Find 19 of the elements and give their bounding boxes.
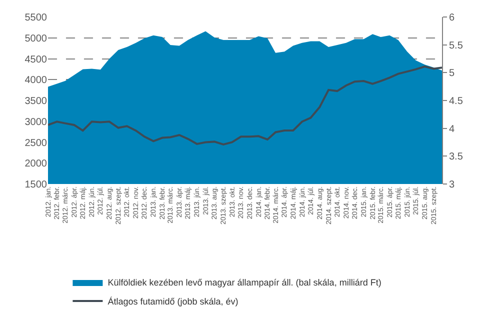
y-tick-label: 2000 (24, 158, 48, 170)
y-tick-label: 5000 (24, 33, 48, 44)
y-tick-label: 3500 (24, 96, 48, 107)
legend-label: Külföldiek kezében levő magyar állampapír áll. (bal skála, milliárd Ft) (108, 278, 382, 288)
y-tick-label: 4000 (24, 75, 48, 86)
y2-tick-label: 6 (449, 12, 455, 24)
line-series (48, 66, 442, 146)
legend-label: Átlagos futamidő (jobb skála, év) (108, 296, 238, 307)
y2-tick-label: 4 (449, 124, 455, 135)
y-tick-label: 3000 (24, 116, 48, 128)
y2-tick-label: 3 (449, 180, 455, 190)
y-tick-label: 4500 (24, 54, 48, 66)
y-tick-label: 5500 (24, 12, 48, 24)
y2-tick-label: 5 (449, 68, 455, 80)
y2-tick-label: 4.5 (449, 96, 464, 107)
y-tick-label: 1500 (24, 180, 48, 190)
y2-tick-label: 5.5 (449, 40, 464, 52)
y-tick-label: 2500 (24, 138, 48, 149)
y2-tick-label: 3.5 (449, 152, 464, 163)
